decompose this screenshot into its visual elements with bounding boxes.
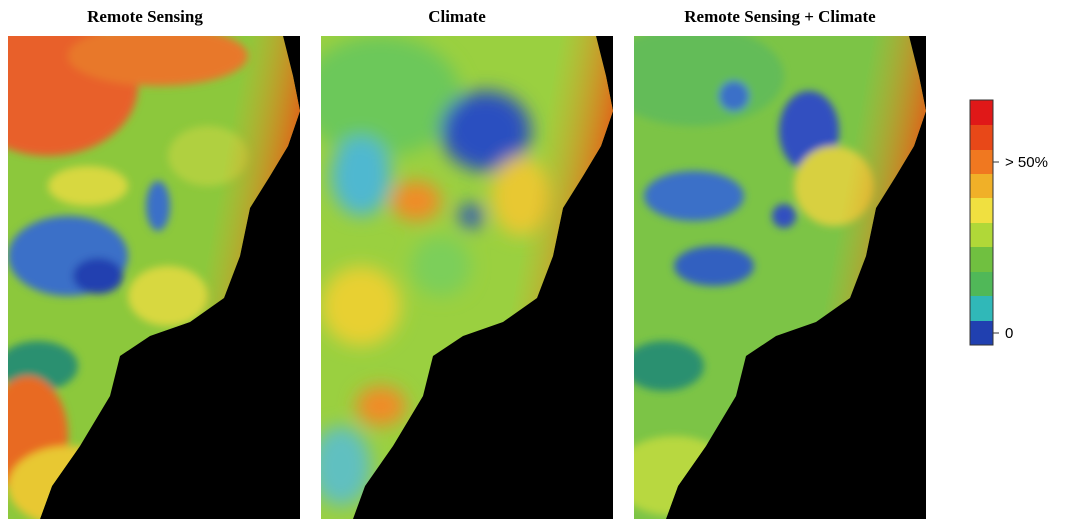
figure: Remote Sensing Climate Remote Sensing + … bbox=[0, 0, 1077, 519]
map-panel bbox=[0, 16, 300, 519]
map-panel bbox=[604, 26, 926, 519]
panel-title: Remote Sensing bbox=[87, 7, 203, 26]
map-panel bbox=[301, 36, 613, 519]
panel-title: Climate bbox=[428, 7, 486, 26]
color-legend: > 50% 0 bbox=[970, 100, 1048, 345]
panel-title: Remote Sensing + Climate bbox=[684, 7, 876, 26]
legend-label: 0 bbox=[1005, 325, 1013, 342]
legend-label: > 50% bbox=[1005, 154, 1048, 171]
